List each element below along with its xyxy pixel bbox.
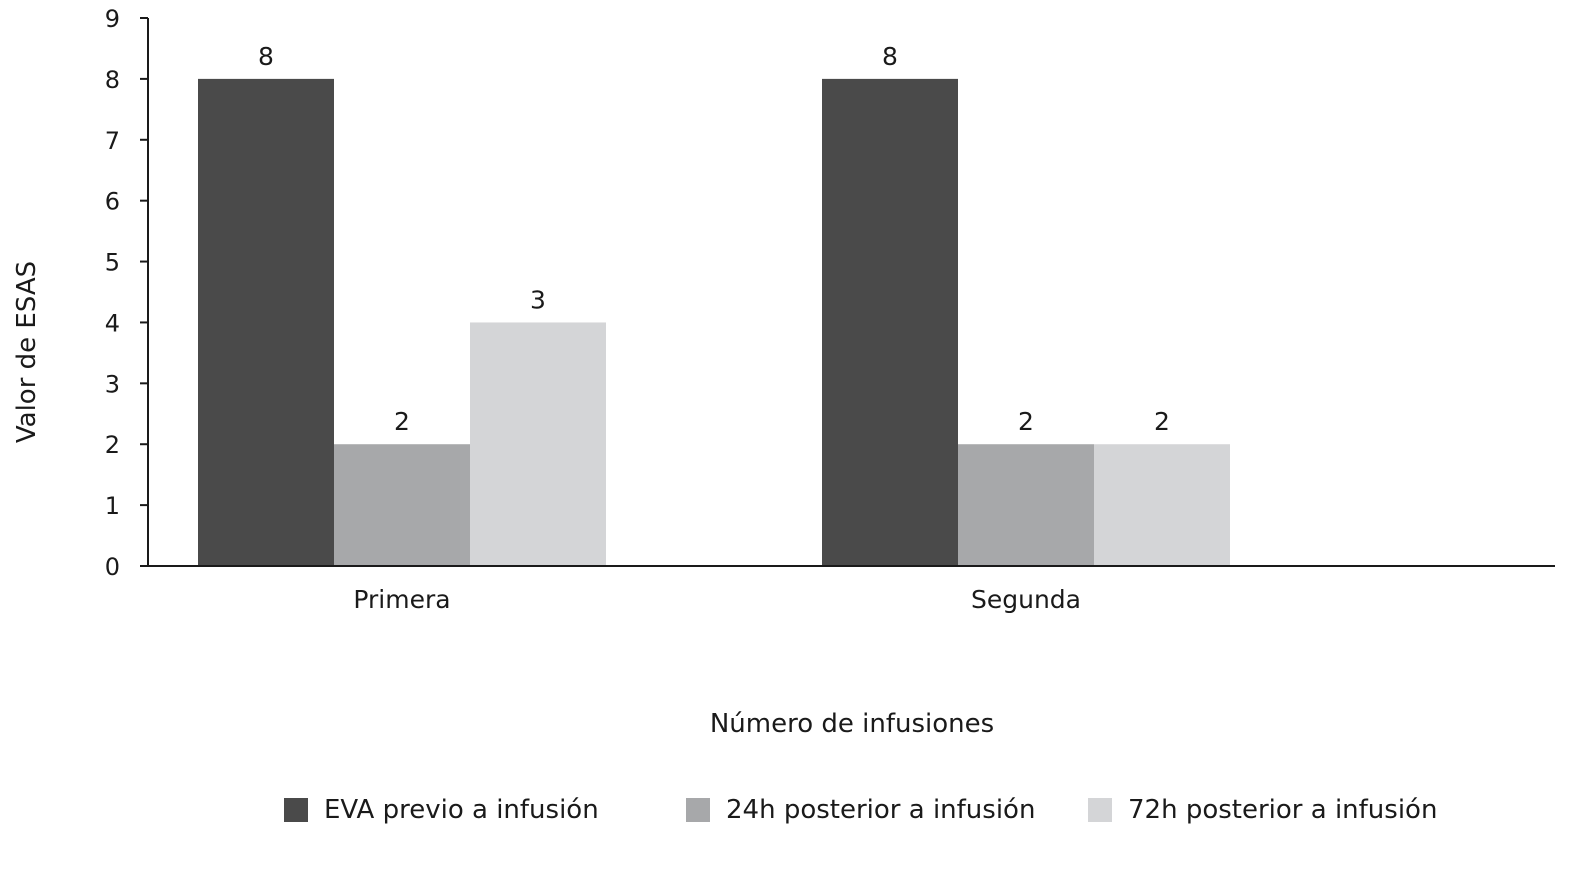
data-label: 8 [882, 42, 898, 71]
y-tick-label: 8 [105, 66, 120, 94]
legend-label: 24h posterior a infusión [726, 795, 1036, 825]
y-tick-label: 6 [105, 188, 120, 216]
data-label: 2 [394, 407, 410, 436]
data-label: 2 [1154, 407, 1170, 436]
x-axis-tick-labels: Primera Segunda [353, 585, 1081, 614]
x-tick-label-segunda: Segunda [971, 585, 1081, 614]
legend-item-3: 72h posterior a infusión [1088, 790, 1437, 830]
y-tick-label: 9 [105, 5, 120, 33]
x-axis-title: Número de infusiones [710, 709, 994, 739]
y-axis-ticks: 0 1 2 3 4 5 6 7 8 9 [105, 5, 148, 581]
bar-segunda-series-1 [822, 78, 958, 566]
y-tick-label: 3 [105, 370, 120, 398]
y-tick-label: 2 [105, 431, 120, 459]
data-label: 8 [258, 42, 274, 71]
data-labels: 8 2 3 8 2 2 [258, 42, 1170, 436]
legend-swatch [686, 798, 710, 822]
bars [198, 78, 1230, 566]
bar-primera-series-2 [334, 444, 470, 566]
x-tick-label-primera: Primera [353, 585, 450, 614]
bar-segunda-series-2 [958, 444, 1094, 566]
bar-chart: 0 1 2 3 4 5 6 7 8 9 8 2 3 8 2 2 Primera Segunda Valor d… [12, 5, 1555, 739]
y-tick-label: 5 [105, 249, 120, 277]
y-axis-title: Valor de ESAS [12, 261, 42, 443]
bar-segunda-series-3 [1094, 444, 1230, 566]
bar-primera-series-3 [470, 322, 606, 566]
legend-item-2: 24h posterior a infusión [686, 790, 1035, 830]
y-tick-label: 7 [105, 127, 120, 155]
legend-item-1: EVA previo a infusión [284, 790, 599, 830]
bar-primera-series-1 [198, 78, 334, 566]
legend-swatch [284, 798, 308, 822]
y-tick-label: 4 [105, 309, 120, 337]
legend: EVA previo a infusión 24h posterior a inf… [0, 790, 1588, 830]
y-tick-label: 1 [105, 492, 120, 520]
legend-label: 72h posterior a infusión [1128, 795, 1438, 825]
legend-swatch [1088, 798, 1112, 822]
y-tick-label: 0 [105, 553, 120, 581]
legend-label: EVA previo a infusión [324, 795, 599, 825]
data-label: 3 [530, 285, 546, 314]
data-label: 2 [1018, 407, 1034, 436]
